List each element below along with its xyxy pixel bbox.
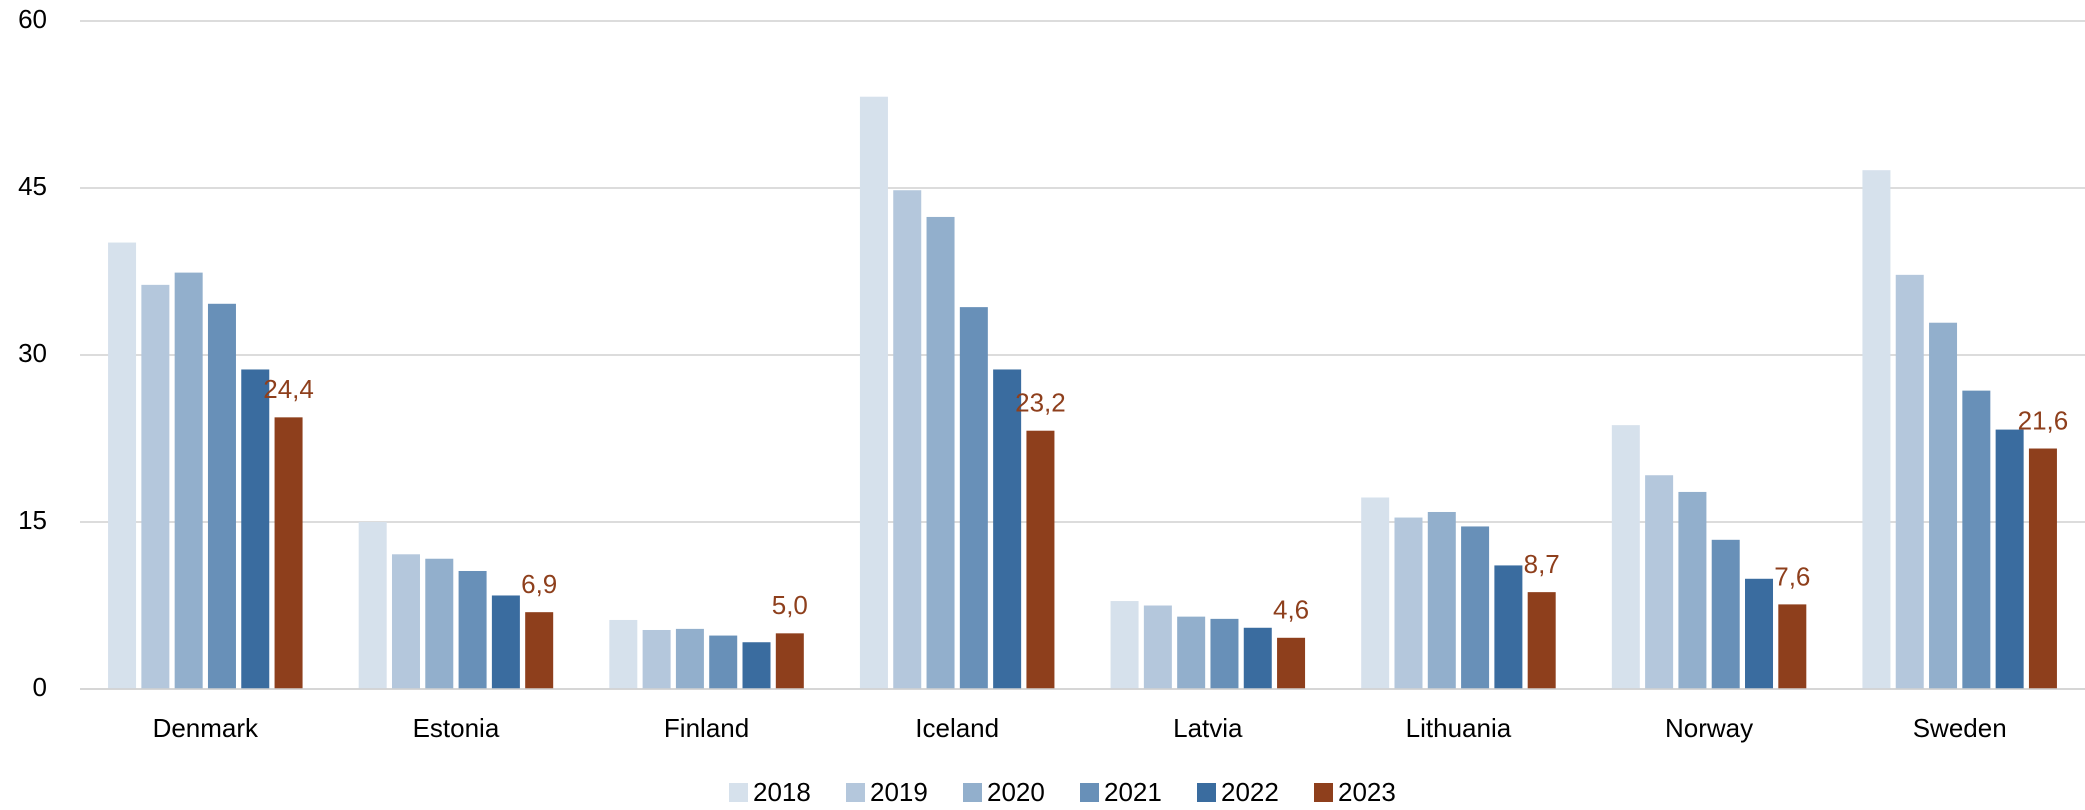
bar <box>1995 429 2024 689</box>
data-label: 21,6 <box>2018 405 2069 435</box>
y-tick-label: 30 <box>18 338 47 368</box>
x-tick-label: Norway <box>1665 713 1753 743</box>
legend-label: 2020 <box>987 777 1045 805</box>
y-tick-label: 0 <box>33 672 47 702</box>
x-tick-label: Sweden <box>1913 713 2007 743</box>
bar <box>491 595 520 689</box>
data-label: 8,7 <box>1524 549 1560 579</box>
bar <box>1711 539 1740 689</box>
bar <box>709 635 738 689</box>
bar <box>425 558 454 689</box>
bar <box>1210 618 1239 689</box>
bar <box>1929 322 1958 689</box>
bar <box>108 242 137 689</box>
bar <box>525 612 554 689</box>
bar <box>775 633 804 689</box>
legend-swatch <box>963 783 982 802</box>
bar <box>274 417 303 689</box>
bar <box>458 570 487 689</box>
bar <box>1962 390 1991 689</box>
bar <box>1895 274 1924 689</box>
bar <box>1645 475 1674 689</box>
bar <box>391 554 420 689</box>
data-label: 5,0 <box>772 590 808 620</box>
data-label: 6,9 <box>521 569 557 599</box>
data-label: 7,6 <box>1774 561 1810 591</box>
bar <box>1277 637 1306 689</box>
bar <box>675 628 704 689</box>
data-label: 24,4 <box>263 374 314 404</box>
bar <box>1461 526 1490 689</box>
bar <box>993 369 1022 689</box>
data-label: 23,2 <box>1015 388 1066 418</box>
bar <box>174 272 203 689</box>
bar <box>1110 601 1139 689</box>
x-tick-label: Denmark <box>153 713 259 743</box>
bar <box>1611 425 1640 689</box>
data-label: 4,6 <box>1273 595 1309 625</box>
bar <box>358 522 387 689</box>
legend-swatch <box>1080 783 1099 802</box>
bar <box>1143 605 1172 689</box>
bar <box>1778 604 1807 689</box>
bar <box>1243 627 1272 689</box>
x-tick-label: Estonia <box>413 713 500 743</box>
bar <box>642 629 671 689</box>
legend-swatch <box>729 783 748 802</box>
bar <box>742 642 771 689</box>
bar <box>1678 491 1707 689</box>
bar <box>1361 497 1390 689</box>
bar <box>926 216 955 690</box>
x-tick-label: Latvia <box>1173 713 1243 743</box>
y-tick-label: 15 <box>18 505 47 535</box>
bar <box>207 303 236 689</box>
x-tick-label: Iceland <box>915 713 999 743</box>
bar <box>959 307 988 689</box>
legend-label: 2022 <box>1221 777 1279 805</box>
legend-label: 2019 <box>870 777 928 805</box>
bar <box>1394 517 1423 689</box>
legend-label: 2018 <box>753 777 811 805</box>
bar <box>241 369 270 689</box>
y-tick-label: 45 <box>18 171 47 201</box>
bar <box>859 96 888 689</box>
bar <box>1177 616 1206 689</box>
legend-label: 2023 <box>1338 777 1396 805</box>
bar <box>1026 430 1055 689</box>
bar <box>893 190 922 689</box>
bar <box>2028 448 2057 689</box>
legend-swatch <box>1197 783 1216 802</box>
legend-swatch <box>1314 783 1333 802</box>
bar <box>1862 170 1891 690</box>
bar <box>1427 511 1456 689</box>
bar <box>1494 565 1523 689</box>
x-tick-label: Lithuania <box>1406 713 1512 743</box>
legend-swatch <box>846 783 865 802</box>
bar <box>1745 578 1774 689</box>
legend-label: 2021 <box>1104 777 1162 805</box>
bar <box>1527 592 1556 689</box>
x-tick-label: Finland <box>664 713 749 743</box>
y-tick-label: 60 <box>18 4 47 34</box>
bar <box>141 284 170 689</box>
bar <box>609 619 638 689</box>
